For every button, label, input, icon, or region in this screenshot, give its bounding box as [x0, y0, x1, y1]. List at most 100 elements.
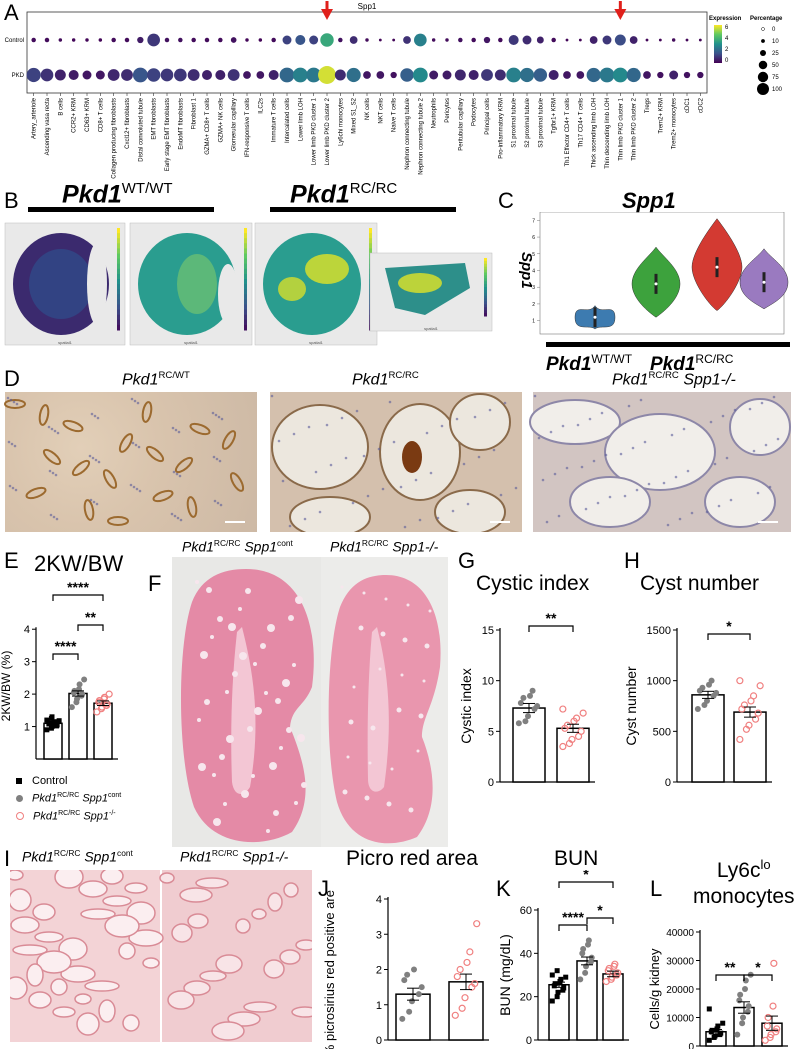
ihc-nucleus [12, 400, 16, 404]
ihc-nucleus [49, 513, 53, 517]
ihc-nucleus [388, 400, 392, 404]
spatial-colorbar [484, 281, 487, 285]
data-point [742, 986, 748, 992]
ihc-nucleus [377, 447, 381, 451]
dotplot-dot [132, 67, 148, 83]
ihc-nucleus [686, 469, 690, 473]
ihc-nucleus [717, 504, 721, 508]
ihc-nucleus [604, 453, 608, 457]
dotplot-dot [268, 70, 279, 80]
ihc-nucleus [623, 494, 627, 498]
ihc-nucleus [131, 441, 135, 445]
spatial-hotspot [398, 273, 442, 293]
kidney-cyst [210, 635, 214, 639]
dotplot-x-label: Lower limb PKD cluster 2 [325, 97, 331, 165]
ihc-nucleus [635, 488, 639, 492]
ihc-nucleus [11, 486, 15, 490]
data-point [763, 1022, 771, 1030]
dotplot-dot [164, 37, 170, 43]
spatial-colorbar [244, 279, 247, 285]
dotplot-dot [403, 36, 411, 44]
kidney-cyst [238, 607, 242, 611]
spatial-colorbar [117, 268, 120, 275]
panelF-label-2: Pkd1RC/RC Spp1-/- [330, 538, 439, 555]
ihc-nucleus [9, 398, 13, 402]
data-point [466, 948, 474, 956]
data-point [749, 692, 758, 700]
dotplot-x-label: S2 proximal tubule [525, 97, 531, 147]
ihc-tubule-stain [25, 486, 47, 500]
spatial-colorbar [244, 258, 247, 265]
y-tick-label: 1000 [647, 676, 671, 688]
picro-cyst [102, 895, 132, 907]
dotplot-dot [279, 67, 295, 83]
significance-bracket [743, 974, 773, 981]
dotplot-x-label: Thin descending limb LOH [605, 98, 611, 169]
ihc-nucleus [6, 396, 10, 400]
ihc-nucleus [627, 404, 631, 408]
ihc-nucleus [55, 517, 59, 521]
spatial-colorbar [484, 266, 487, 271]
data-point [706, 1006, 712, 1012]
legend-percentage-tick: 10 [772, 39, 779, 45]
ihc-nucleus [170, 512, 174, 516]
kidney-cyst [294, 801, 298, 805]
dotplot-dot [338, 37, 343, 43]
ihc-nucleus [94, 458, 98, 462]
spatial-tissue [263, 233, 361, 335]
violin-ytick-label: 2 [532, 302, 535, 308]
kidney-cyst [346, 755, 350, 759]
dotplot-dot [612, 67, 628, 83]
spatial-axis-label: spatial1 [58, 340, 73, 345]
ihc-nucleus [217, 415, 221, 419]
dotplot-dot [271, 37, 276, 43]
spatial-colorbar [484, 275, 487, 279]
dotplot-spp1: Spp1 Control PKD Artery_arteriole Ascending … [5, 1, 783, 179]
ihc-cyst [529, 399, 621, 445]
picrosirius-overlay [10, 870, 312, 1041]
ihc-nucleus [756, 491, 760, 495]
kidney-cyst [352, 685, 356, 689]
kidney-cyst [279, 746, 283, 750]
dotplot-dot [494, 69, 506, 81]
data-point [406, 1008, 413, 1015]
panel-label-f: F [148, 571, 162, 596]
ihc-nucleus [725, 456, 729, 460]
dotplot-dot [376, 71, 385, 79]
ihc-nucleus [329, 463, 333, 467]
panelH-title: Cyst number [640, 572, 760, 595]
picro-cyst [10, 976, 28, 1000]
panel-label-l: L [650, 876, 663, 901]
dotplot-dot [643, 71, 651, 79]
kidney-cyst [292, 663, 296, 667]
spatial-colorbar [244, 309, 247, 316]
ihc-tubule-stain [42, 448, 62, 466]
dotplot-dot [522, 35, 532, 45]
kidney-cyst [288, 615, 294, 621]
kidney-medulla [367, 627, 389, 792]
picro-cyst [142, 957, 160, 969]
significance-label: ** [725, 959, 736, 975]
ihc-nucleus [549, 430, 553, 434]
dotplot-x-label: Nephron connecting tubule 2 [418, 97, 424, 174]
ihc-nucleus [584, 507, 588, 511]
ihc-nucleus [50, 427, 54, 431]
data-point [529, 687, 536, 694]
ihc-nucleus [212, 455, 216, 459]
y-tick-label: 0 [526, 1035, 532, 1047]
ihc-nucleus [7, 440, 11, 444]
dotplot-x-label: Ascending vasa recta [45, 97, 51, 155]
dotplot-dot [365, 38, 369, 42]
ihc-nucleus [178, 474, 182, 478]
picro-cyst [100, 870, 124, 885]
dotplot-dot [468, 70, 479, 80]
ihc-nucleus [466, 502, 470, 506]
dotplot-x-label: Neutrophils [432, 98, 438, 128]
dotplot-x-label: IFN-responsive T cells [245, 98, 251, 157]
ihc-nucleus [721, 414, 725, 418]
dotplot-x-label: Tgfbr1+ KRM [552, 98, 558, 134]
y-tick-label: 20000 [666, 985, 694, 996]
data-point [769, 1002, 777, 1010]
ihc-nucleus [220, 417, 224, 421]
